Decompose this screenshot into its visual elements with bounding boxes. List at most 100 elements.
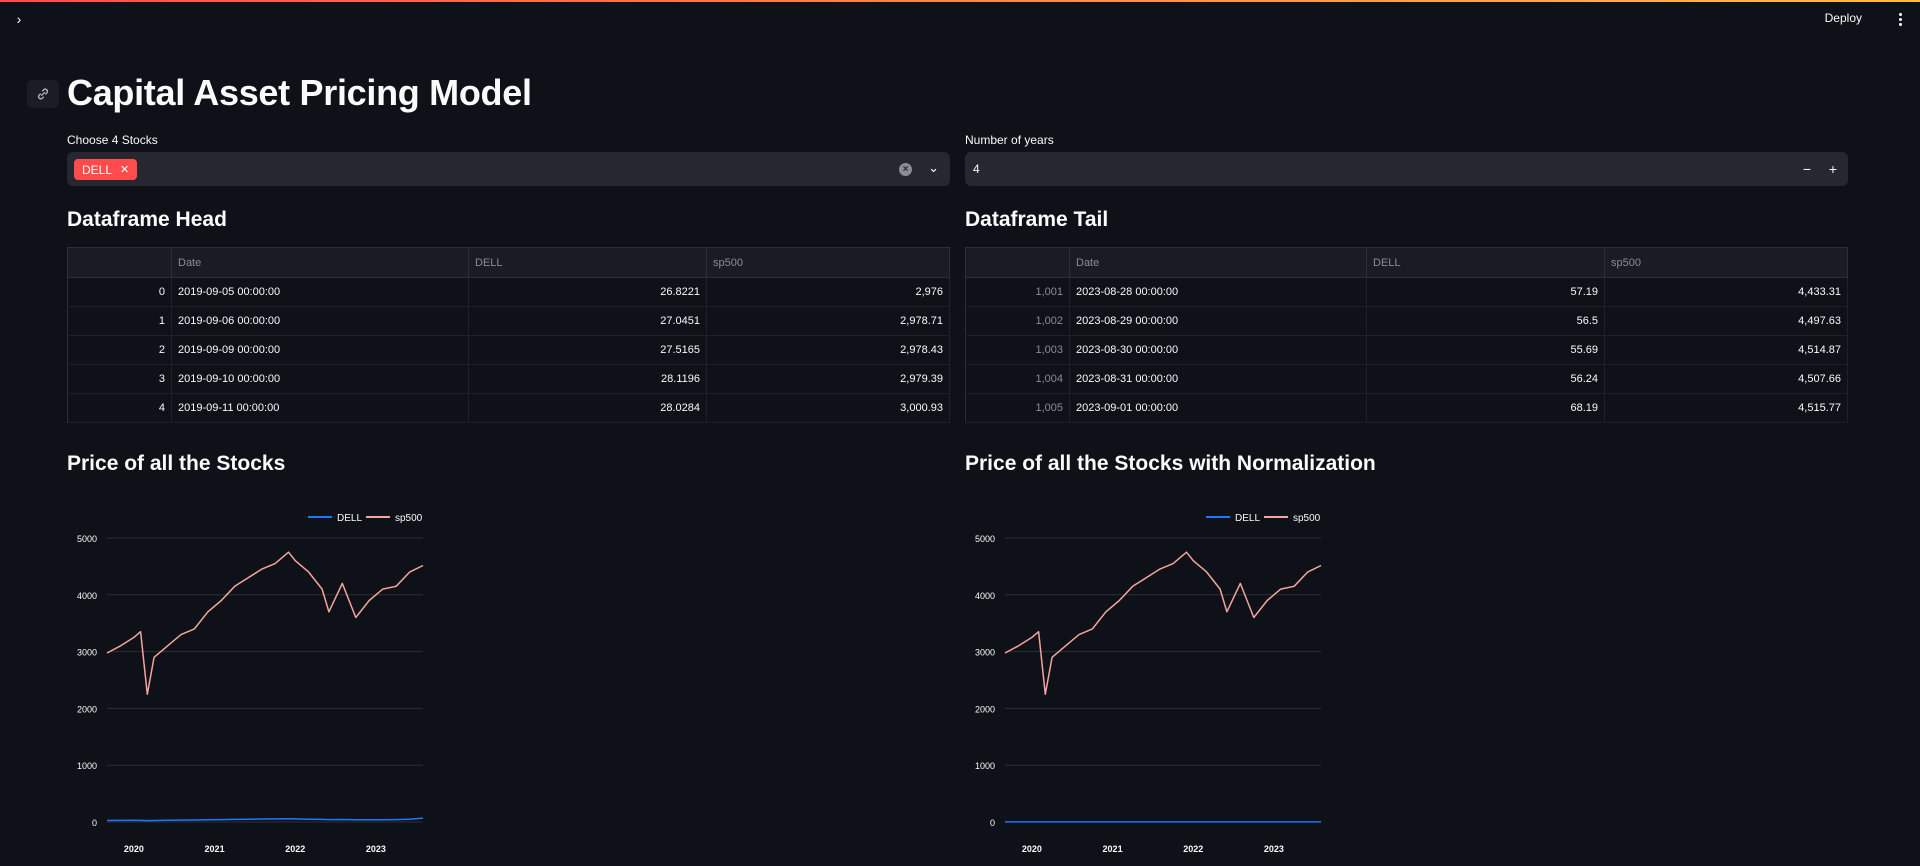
column-header[interactable] [965, 247, 1070, 278]
table-cell[interactable]: 2019-09-05 00:00:00 [171, 277, 469, 307]
column-header[interactable]: sp500 [1604, 247, 1848, 278]
legend-label: DELL [337, 513, 362, 524]
x-tick-label: 2022 [285, 844, 305, 854]
table-cell[interactable]: 27.5165 [468, 335, 707, 365]
table-row: 2 2019-09-09 00:00:00 27.5165 2,978.43 [67, 335, 950, 365]
table-cell[interactable]: 57.19 [1366, 277, 1605, 307]
y-tick-label: 2000 [975, 704, 995, 714]
x-tick-label: 2021 [205, 844, 225, 854]
table-cell[interactable]: 27.0451 [468, 306, 707, 336]
y-tick-label: 4000 [77, 591, 97, 601]
y-tick-label: 5000 [77, 534, 97, 544]
table-cell[interactable]: 2023-08-31 00:00:00 [1069, 364, 1367, 394]
table-cell[interactable]: 4,497.63 [1604, 306, 1848, 336]
table-cell[interactable]: 68.19 [1366, 393, 1605, 423]
table-cell[interactable]: 1,001 [965, 277, 1070, 307]
tail-table-title: Dataframe Tail [965, 208, 1109, 231]
chart-legend: DELL sp500 [308, 513, 423, 524]
table-cell[interactable]: 4 [67, 393, 172, 423]
table-row: 0 2019-09-05 00:00:00 26.8221 2,976 [67, 277, 950, 307]
stocks-multiselect[interactable]: DELL ✕ × ⌄ [67, 152, 950, 186]
table-cell[interactable]: 26.8221 [468, 277, 707, 307]
legend-label: sp500 [395, 513, 423, 524]
table-cell[interactable]: 1,004 [965, 364, 1070, 394]
table-cell[interactable]: 0 [67, 277, 172, 307]
chevron-down-icon[interactable]: ⌄ [928, 160, 939, 175]
table-cell[interactable]: 4,515.77 [1604, 393, 1848, 423]
stock-tag[interactable]: DELL ✕ [74, 159, 138, 180]
left-chart-title: Price of all the Stocks [67, 452, 286, 475]
table-row: 4 2019-09-11 00:00:00 28.0284 3,000.93 [67, 393, 950, 423]
chevron-right-icon[interactable]: › [16, 11, 22, 27]
table-cell[interactable]: 1,005 [965, 393, 1070, 423]
column-header[interactable]: sp500 [706, 247, 950, 278]
x-tick-label: 2021 [1103, 844, 1123, 854]
head-table: Date DELL sp500 0 2019-09-05 00:00:00 26.8221… [67, 247, 950, 423]
table-cell[interactable]: 2019-09-09 00:00:00 [171, 335, 469, 365]
series-line-sp500 [106, 551, 424, 695]
table-cell[interactable]: 2019-09-06 00:00:00 [171, 306, 469, 336]
column-header[interactable]: DELL [1366, 247, 1605, 278]
deploy-button[interactable]: Deploy [1824, 11, 1862, 25]
table-cell[interactable]: 2019-09-10 00:00:00 [171, 364, 469, 394]
table-cell[interactable]: 2023-08-30 00:00:00 [1069, 335, 1367, 365]
table-cell[interactable]: 2 [67, 335, 172, 365]
years-number-input[interactable]: 4 − + [965, 152, 1848, 186]
table-header-row: Date DELL sp500 [965, 247, 1848, 278]
y-tick-label: 2000 [77, 704, 97, 714]
x-tick-label: 2023 [366, 844, 386, 854]
column-header[interactable]: Date [171, 247, 469, 278]
table-row: 1,001 2023-08-28 00:00:00 57.19 4,433.31 [965, 277, 1848, 307]
years-label: Number of years [965, 133, 1054, 147]
close-icon[interactable]: ✕ [120, 164, 130, 176]
table-cell[interactable]: 3 [67, 364, 172, 394]
table-cell[interactable]: 4,507.66 [1604, 364, 1848, 394]
table-cell[interactable]: 2023-08-29 00:00:00 [1069, 306, 1367, 336]
table-cell[interactable]: 1 [67, 306, 172, 336]
normalized-price-chart: DELL sp500 0 1000 2000 3000 4000 5000 2020 2021 20… [975, 513, 1322, 854]
table-cell[interactable]: 2,976 [706, 277, 950, 307]
table-cell[interactable]: 56.24 [1366, 364, 1605, 394]
y-tick-label: 5000 [975, 534, 995, 544]
right-chart-title: Price of all the Stocks with Normalizati… [965, 452, 1376, 475]
table-cell[interactable]: 55.69 [1366, 335, 1605, 365]
decrement-button[interactable]: − [1802, 161, 1812, 177]
y-tick-label: 1000 [77, 761, 97, 771]
price-chart: DELL sp500 0 1000 2000 3000 4000 5000 2020 2021 20… [77, 513, 424, 854]
table-cell[interactable]: 2019-09-11 00:00:00 [171, 393, 469, 423]
y-tick-label: 0 [990, 818, 995, 828]
column-header[interactable]: Date [1069, 247, 1367, 278]
x-tick-label: 2020 [124, 844, 144, 854]
table-cell[interactable]: 4,433.31 [1604, 277, 1848, 307]
y-tick-label: 3000 [975, 648, 995, 658]
table-cell[interactable]: 2,978.43 [706, 335, 950, 365]
column-header[interactable] [67, 247, 172, 278]
table-row: 3 2019-09-10 00:00:00 28.1196 2,979.39 [67, 364, 950, 394]
table-cell[interactable]: 28.0284 [468, 393, 707, 423]
clear-icon[interactable]: × [899, 163, 912, 176]
table-cell[interactable]: 4,514.87 [1604, 335, 1848, 365]
table-row: 1,004 2023-08-31 00:00:00 56.24 4,507.66 [965, 364, 1848, 394]
table-cell[interactable]: 28.1196 [468, 364, 707, 394]
column-header[interactable]: DELL [468, 247, 707, 278]
y-tick-label: 0 [92, 818, 97, 828]
table-cell[interactable]: 2,978.71 [706, 306, 950, 336]
table-cell[interactable]: 2,979.39 [706, 364, 950, 394]
tail-table: Date DELL sp500 1,001 2023-08-28 00:00:00 57.… [965, 247, 1848, 423]
increment-button[interactable]: + [1828, 161, 1838, 177]
table-cell[interactable]: 1,003 [965, 335, 1070, 365]
table-cell[interactable]: 56.5 [1366, 306, 1605, 336]
x-tick-label: 2023 [1264, 844, 1284, 854]
table-cell[interactable]: 1,002 [965, 306, 1070, 336]
y-tick-label: 3000 [77, 648, 97, 658]
more-vertical-icon[interactable] [1894, 10, 1906, 28]
table-row: 1 2019-09-06 00:00:00 27.0451 2,978.71 [67, 306, 950, 336]
stock-tag-label: DELL [82, 162, 113, 177]
table-cell[interactable]: 2023-09-01 00:00:00 [1069, 393, 1367, 423]
y-tick-label: 4000 [975, 591, 995, 601]
link-icon[interactable] [27, 80, 59, 108]
table-cell[interactable]: 2023-08-28 00:00:00 [1069, 277, 1367, 307]
years-value[interactable]: 4 [973, 162, 980, 176]
x-tick-label: 2022 [1183, 844, 1203, 854]
table-cell[interactable]: 3,000.93 [706, 393, 950, 423]
